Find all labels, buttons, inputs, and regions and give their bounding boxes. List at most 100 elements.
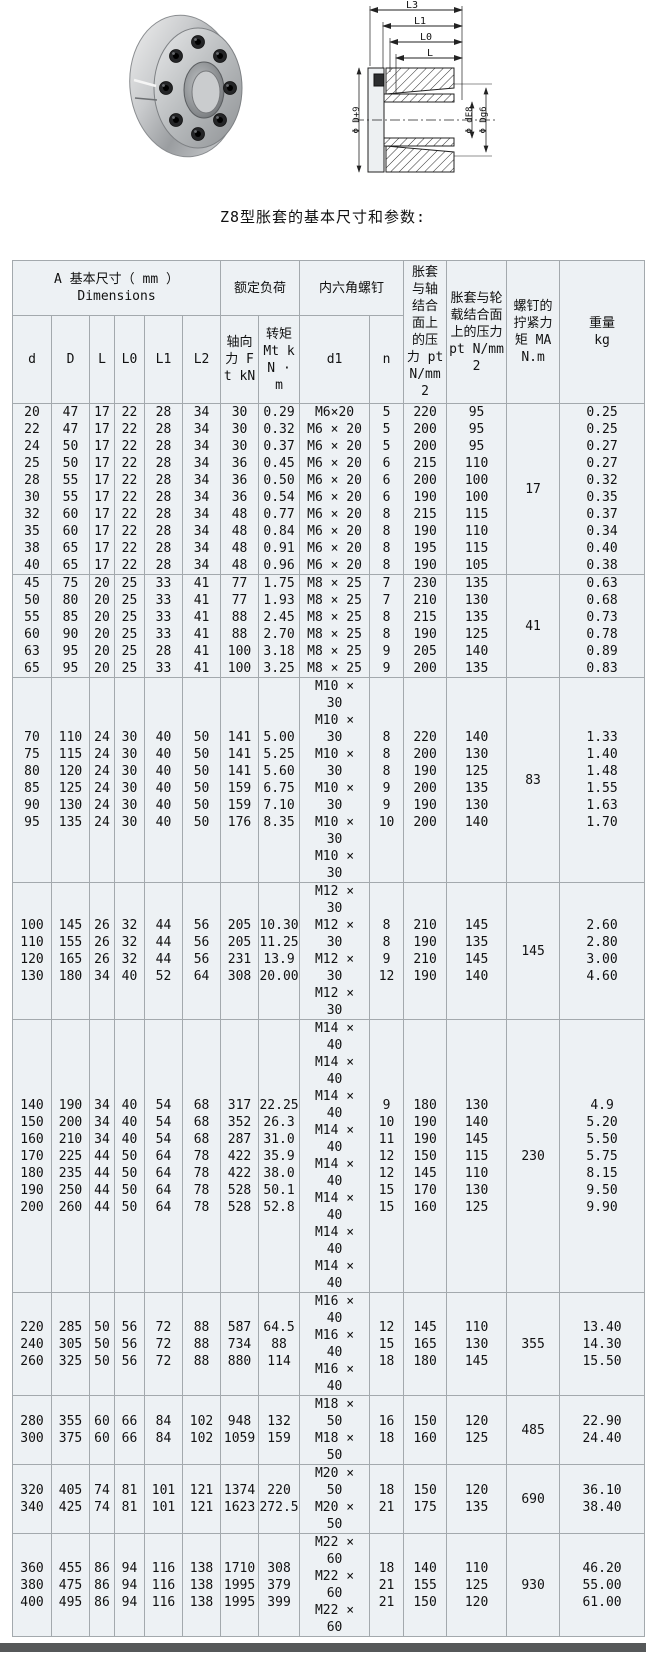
cell-line: 40 [155,815,172,830]
cell-line: 0.73 [586,610,618,625]
header-ma: 螺钉的拧紧力矩 MA N.m [506,260,561,404]
cell-line: 200 [413,473,437,488]
col-L2-cell: 121 121 [181,1464,222,1534]
cell-line: 0.25 [586,405,618,420]
cell-line: 88 [193,1319,210,1335]
cell-line: 100 [227,644,252,659]
cell-line: 200 [20,1199,44,1215]
cell-line: 22 [121,524,138,539]
col-L2-cell: 34 34 34 34 34 34 34 34 34 34 [181,403,222,575]
cell-line: 138 [189,1594,214,1610]
cell-line: M6 × 20 [307,422,362,437]
cell-line: 110 [20,935,44,950]
cell-line: 6 [382,473,391,488]
cell-line: 8 [382,730,391,745]
cell-line: 30 [326,832,343,847]
cell-line: 50 [193,764,210,779]
cell-line: 18 [378,1353,395,1369]
cell-line: 24 [24,439,40,454]
cell-line: 50 [326,1448,343,1463]
table-row-group: 20 22 24 25 28 30 32 35 38 40 47 47 50 50 55 55 60 60 65 65… [12,403,646,575]
cell-line: 2.45 [263,610,295,625]
cell-line: 0.40 [586,541,618,556]
cell-line: 28 [155,456,172,471]
cell-line: 130 [464,1097,489,1113]
cell-line: 140 [464,644,489,659]
cell-line: 24 [94,781,110,796]
cell-line: 34 [193,422,210,437]
table-row-group: 45 50 55 60 63 65 75 80 85 90 95 95 20 20 20 20 20 20 25 25… [12,574,646,678]
cell-line: 100 [464,490,489,505]
cell-line: 24 [94,730,110,745]
cell-line: 22 [121,507,138,522]
cell-line: 160 [413,1431,437,1446]
cell-line: 380 [20,1577,44,1593]
cell-line: 30 [326,866,343,881]
cell-line: 40 [121,969,138,984]
col-L2-cell: 68 68 68 78 78 78 78 [181,1019,222,1293]
cell-line: 46.20 [582,1560,622,1576]
col-d-cell: 45 50 55 60 63 65 [12,574,52,678]
cell-line: 41 [193,576,210,591]
cell-line: 135 [58,815,83,830]
cell-line: 0.38 [586,558,618,573]
cell-line: 72 [155,1319,172,1335]
cell-line: 210 [413,918,437,933]
cell-line: M8 × 25 [307,610,362,625]
cell-line: 17 [94,558,110,573]
col-L0-cell: 81 81 [114,1464,145,1534]
cell-line: M14 × [314,1021,355,1036]
col-L0-cell: 32 32 32 40 [114,882,145,1020]
cell-line: 64.5 [263,1319,295,1335]
cell-line: 145 [464,918,489,933]
cell-line: 190 [413,935,437,950]
cell-line: 159 [267,1431,291,1446]
col-L-cell: 24 24 24 24 24 24 [89,677,115,883]
cell-line: 88 [193,1336,210,1352]
cell-line: 18 [378,1483,395,1498]
col-L2-cell: 102 102 [181,1395,222,1465]
cell-line: 40 [121,1131,138,1147]
cell-line: 72 [155,1353,172,1369]
col-ma-cell: 355 [506,1292,561,1396]
cell-line: 231 [227,952,252,967]
cell-line: 115 [464,541,489,556]
cell-line: 25 [121,644,138,659]
col-L2-cell: 88 88 88 [181,1292,222,1396]
col-d1-cell: M20 × 50 M20 × 50 [299,1464,371,1534]
cell-line: 3.25 [263,661,295,676]
cell-line: 74 [94,1500,110,1515]
cell-line: 0.77 [263,507,295,522]
cell-line: 379 [267,1577,291,1593]
cell-line: 55.00 [582,1577,622,1593]
col-L1-cell: 72 72 72 [144,1292,183,1396]
cell-line: 135 [464,610,489,625]
cell-line: 33 [155,610,172,625]
col-L0-cell: 30 30 30 30 30 30 [114,677,145,883]
dim-label-l: L [427,48,433,59]
cell-line: 66 [121,1414,138,1429]
col-d-cell: 360 380 400 [12,1533,52,1637]
cell-line: 0.54 [263,490,295,505]
col-d-cell: 280 300 [12,1395,52,1465]
cell-line: 105 [464,558,489,573]
cell-line: 130 [464,747,489,762]
cell-line: 34 [193,473,210,488]
cell-line: 110 [464,1165,489,1181]
cell-line: 14.30 [582,1336,622,1352]
cell-line: 11 [378,1131,395,1147]
cell-line: 125 [464,1431,489,1446]
header-rated-load: 额定负荷 [220,259,301,317]
cell-line: 880 [227,1353,252,1369]
cell-line: 125 [58,781,83,796]
col-L1-cell: 116 116 116 [144,1533,183,1637]
cell-line: M6 × 20 [307,541,362,556]
cell-line: 55 [62,490,79,505]
cell-line: 30 [326,764,343,779]
cell-line: 60 [94,1431,110,1446]
cell-line: 34 [193,558,210,573]
cell-line: 9.50 [586,1182,618,1198]
cell-line: 422 [227,1148,252,1164]
cell-line: 32 [121,935,138,950]
cell-line: 135 [464,781,489,796]
